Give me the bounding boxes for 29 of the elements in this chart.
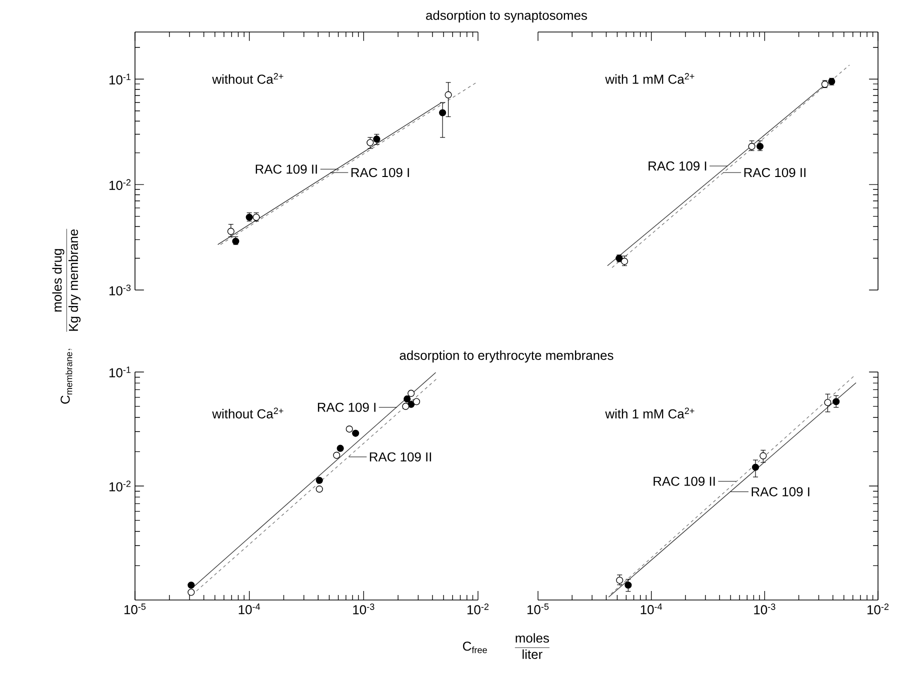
annotation: RAC 109 II [744,168,806,178]
annotation: RAC 109 I [318,402,376,412]
x-tick-label: 10$^{-3}$ [353,604,374,614]
x-tick-label: 10$^{-3}$ [754,604,776,614]
annotation: RAC 109 II [370,452,432,462]
annotation: without Ca$^{2+}$ [212,408,284,418]
annotation: RAC 109 I [752,487,810,496]
x-tick-label: 10$^{-4}$ [640,604,662,614]
annotation: RAC 109 II [256,164,317,174]
annotation: with 1 mM Ca$^{2+}$ [605,73,694,84]
y-tick-label: 10$^{-1}$ [109,366,131,378]
y-tick-label: 10$^{-2}$ [109,179,131,190]
y-tick-label: 10$^{-2}$ [109,480,131,492]
annotation: RAC 109 I [351,168,409,178]
annotation: with 1 mM Ca$^{2+}$ [605,408,694,418]
y-tick-label: 10$^{-3}$ [109,284,131,296]
annotation: RAC 109 I [648,161,706,171]
text: adsorption to erythrocyte membranes [400,350,614,363]
annotation: RAC 109 II [654,476,715,486]
x-tick-label: 10$^{-4}$ [238,604,260,614]
x-tick-label: 10$^{-2}$ [467,604,489,614]
x-tick-label: 10$^{-5}$ [528,604,549,614]
y-tick-label: 10$^{-1}$ [109,74,131,84]
annotation: without Ca$^{2+}$ [212,73,284,84]
x-tick-label: 10$^{-2}$ [868,604,889,614]
y-axis-title: $\mathrm{C}_{\mathrm{membrane}},\quad\frac{\mathrm{moles\ drug}}{\mathrm{Kg\ dry\ membrane}}$ [52,228,81,404]
x-tick-label: 10$^{-5}$ [124,604,146,614]
text: adsorption to synaptosomes [426,10,587,22]
x-axis-title: $\mathrm{C}_{\mathrm{free}}\qquad\frac{\mathrm{moles}}{\mathrm{liter}}$ [462,633,550,659]
